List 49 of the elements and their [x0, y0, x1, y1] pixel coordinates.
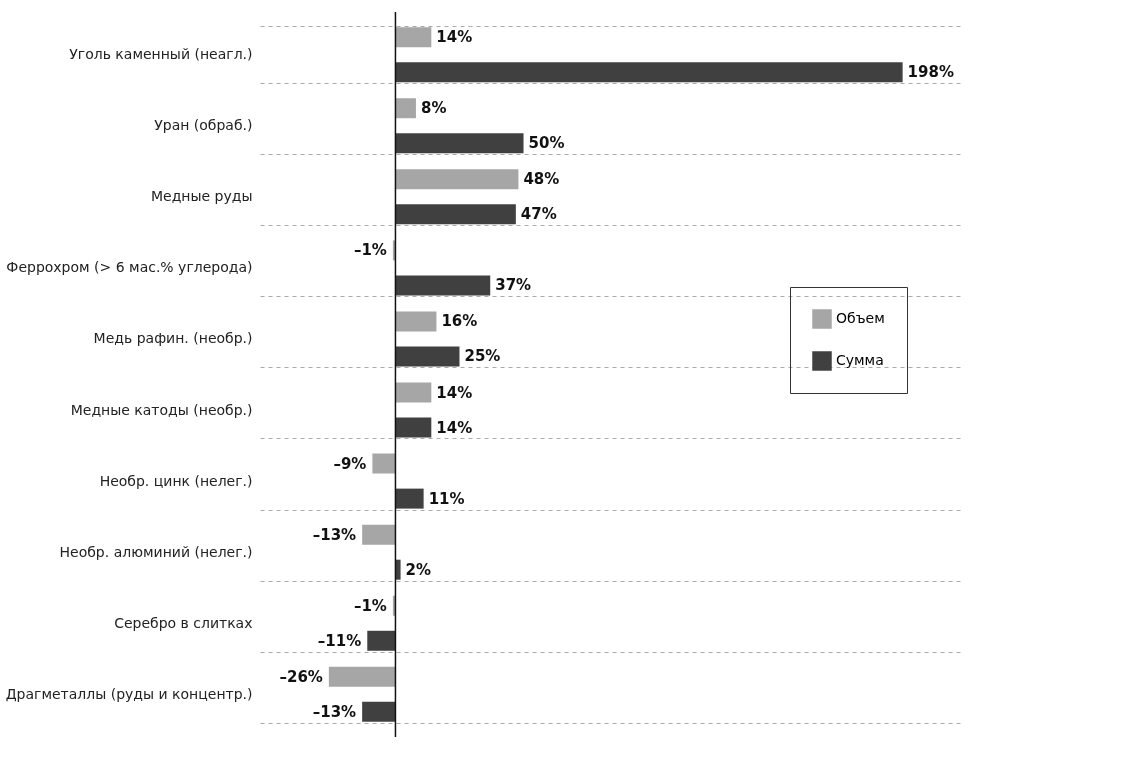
bar [395, 62, 903, 83]
bar [395, 204, 516, 225]
y-tick-label: Феррохром (> 6 мас.% углерода) [6, 259, 253, 276]
legend-label: Объем [836, 310, 885, 326]
data-label: 14% [436, 28, 473, 47]
bar [362, 701, 396, 722]
bar [367, 630, 396, 651]
data-label: 50% [528, 134, 565, 153]
y-tick-label: Уголь каменный (неагл.) [69, 46, 253, 63]
y-tick-label: Медные руды [150, 188, 253, 205]
bar [395, 98, 416, 119]
data-label: 47% [520, 205, 557, 224]
bar [395, 311, 437, 332]
data-label: –11% [317, 631, 362, 650]
bar [395, 382, 432, 403]
data-label: 14% [436, 383, 473, 402]
data-label: 16% [441, 312, 478, 331]
bar [362, 524, 396, 545]
data-label: –13% [312, 525, 357, 544]
data-label: 37% [495, 276, 532, 295]
y-tick-label: Медь рафин. (необр.) [93, 330, 253, 347]
bar [395, 133, 524, 154]
data-label: –1% [353, 241, 387, 260]
data-label: 8% [420, 99, 447, 118]
y-tick-label: Необр. цинк (нелег.) [99, 472, 253, 489]
bar [395, 169, 519, 190]
bar [372, 453, 396, 474]
y-tick-label: Серебро в слитках [114, 614, 253, 631]
y-tick-label: Необр. алюминий (нелег.) [59, 543, 253, 560]
bar [328, 666, 396, 687]
data-label: 48% [523, 170, 560, 189]
bar [395, 488, 424, 509]
y-tick-label: Медные катоды (необр.) [70, 401, 253, 418]
data-label: –1% [353, 596, 387, 615]
data-label: 25% [464, 347, 501, 366]
y-tick-label: Драгметаллы (руды и концентр.) [5, 685, 253, 702]
bar [395, 559, 401, 580]
bar [395, 417, 432, 438]
data-label: 11% [428, 489, 465, 508]
bar [395, 275, 491, 296]
data-label: 14% [436, 418, 473, 437]
legend-label: Сумма [836, 352, 884, 368]
data-label: 2% [405, 560, 432, 579]
bar [395, 346, 460, 367]
data-label: –13% [312, 702, 357, 721]
data-label: –9% [333, 454, 367, 473]
data-label: –26% [279, 667, 323, 686]
data-label: 198% [907, 63, 954, 82]
y-tick-label: Уран (обраб.) [154, 117, 253, 134]
